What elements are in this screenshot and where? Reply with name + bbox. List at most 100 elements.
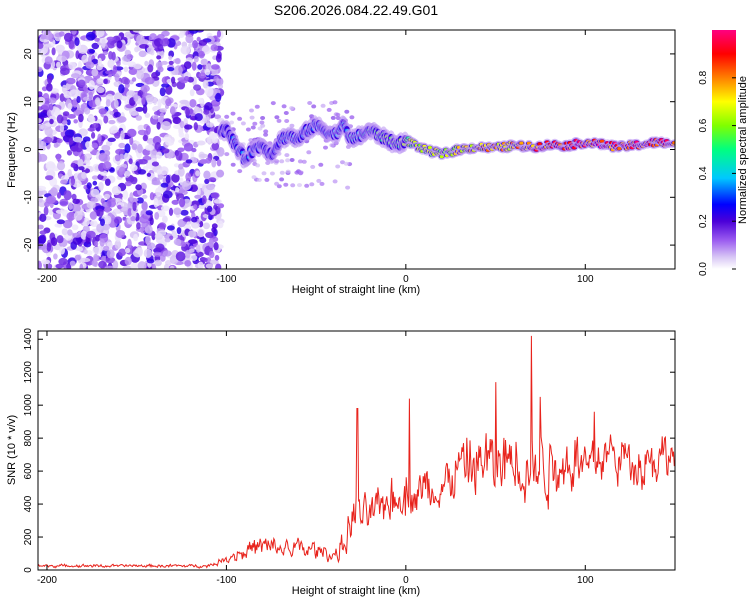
figure-title: S206.2026.084.22.49.G01 (274, 2, 438, 18)
spectrogram-scatter-blob (326, 107, 332, 112)
snr-panel: -200 -100 0 100 0 200 400 600 800 1000 1200 1400 H… (6, 328, 676, 597)
spectrogram-scatter-blob (229, 120, 235, 125)
spectrogram-noise-blob (161, 148, 170, 154)
spectrogram-noise-blob (89, 220, 95, 226)
spectrogram-noise-blob (61, 228, 68, 236)
spectrogram-noise-blob (135, 184, 142, 191)
spectrogram-noise-blob (73, 119, 78, 124)
spectrogram-noise-blob (122, 265, 133, 269)
spectrogram-noise-blob (203, 257, 208, 262)
spectrogram-noise-blob (38, 234, 46, 245)
spectrogram-noise-blob (72, 98, 78, 108)
spectrogram-noise-blob (133, 249, 143, 258)
spectrogram-noise-blob (114, 208, 120, 214)
spectrogram-noise-blob (105, 99, 111, 107)
spectrogram-noise-blob (66, 150, 73, 156)
spectrogram-noise-blob (143, 248, 153, 258)
spectrogram-noise-blob (86, 230, 96, 239)
spectrogram-scatter-blob (230, 162, 236, 167)
spectrogram-noise-blob (124, 256, 132, 266)
spectrogram-noise-blob (133, 63, 142, 70)
spectrogram-scatter-blob (269, 171, 275, 176)
spectrogram-noise-blob (74, 142, 83, 153)
spectrogram-noise-blob (174, 57, 181, 65)
spectrogram-noise-blob (115, 230, 126, 238)
spectrogram-noise-blob (56, 192, 62, 199)
spectrogram-scatter-blob (319, 181, 325, 186)
spectrogram-noise-blob (176, 227, 182, 235)
spectrogram-noise-blob (191, 61, 197, 71)
spectrogram-noise-blob (87, 127, 96, 132)
spectrogram-noise-blob (47, 263, 53, 269)
colorbar-gradient (712, 30, 736, 269)
spectrogram-noise-blob (154, 259, 162, 267)
spectrogram-scatter-blob (279, 159, 285, 164)
spectrogram-noise-blob (211, 136, 218, 144)
spectrogram-noise-blob (142, 104, 148, 114)
spectrogram-noise-blob (161, 83, 170, 88)
spectrogram-noise-blob (118, 248, 127, 257)
spectrogram-noise-blob (51, 47, 56, 56)
spectrogram-noise-blob (194, 194, 202, 199)
spectrogram-noise-blob (79, 263, 84, 269)
spectrogram-noise-blob (92, 180, 98, 186)
spectrogram-noise-blob (146, 159, 155, 170)
spectrogram-noise-blob (160, 182, 169, 188)
spectrogram-noise-blob (162, 250, 172, 257)
spectrogram-noise-blob (43, 206, 49, 216)
y-tick-label: 0 (23, 567, 34, 573)
spectrogram-noise-blob (135, 115, 142, 121)
spectrogram-noise-blob (195, 244, 201, 253)
spectrogram-noise-blob (38, 66, 43, 72)
spectrogram-noise-blob (196, 140, 206, 146)
spectrogram-noise-blob (96, 64, 103, 71)
spectrogram-noise-blob (139, 39, 149, 45)
spectrogram-noise-blob (140, 210, 147, 215)
spectrogram-noise-blob (156, 55, 162, 60)
spectrogram-noise-blob (141, 96, 146, 105)
spectrogram-scatter-blob (335, 164, 341, 169)
spectrogram-scatter-blob (249, 115, 255, 120)
spectrogram-noise-blob (199, 237, 207, 244)
spectrogram-noise-blob (185, 172, 192, 181)
spectrogram-noise-blob (46, 83, 53, 92)
spectrogram-noise-blob (185, 34, 194, 44)
spectrogram-noise-blob (62, 120, 68, 125)
spectrogram-noise-blob (81, 54, 88, 64)
spectrogram-noise-blob (141, 201, 148, 211)
spectrogram-noise-blob (127, 128, 137, 138)
y-tick-label: 20 (23, 48, 34, 60)
spectrogram-ridge-core (537, 142, 542, 146)
spectrogram-noise-blob (205, 263, 214, 269)
spectrogram-noise-blob (149, 217, 154, 226)
spectrogram-noise-blob (65, 77, 76, 85)
spectrogram-noise-blob (126, 54, 134, 60)
spectrogram-noise-blob (118, 142, 126, 149)
spectrogram-noise-blob (38, 139, 44, 149)
spectrogram-noise-blob (69, 260, 76, 267)
spectrogram-noise-blob (59, 124, 65, 133)
spectrogram-noise-blob (53, 142, 59, 148)
spectrogram-noise-blob (179, 197, 186, 208)
spectrogram-noise-blob (204, 102, 213, 111)
spectrogram-noise-blob (72, 203, 82, 213)
spectrogram-noise-blob (206, 205, 213, 213)
spectrogram-scatter-blob (283, 111, 289, 115)
spectrogram-noise-blob (145, 235, 151, 245)
spectrogram-noise-blob (117, 204, 122, 210)
spectrogram-noise-blob (201, 195, 207, 205)
spectrogram-noise-blob (104, 178, 111, 186)
spectrogram-noise-blob (146, 258, 155, 264)
spectrogram-noise-blob (167, 38, 176, 48)
spectrogram-noise-blob (180, 45, 191, 55)
spectrogram-noise-blob (86, 201, 96, 209)
spectrogram-scatter-blob (257, 126, 263, 131)
spectrogram-noise-blob (165, 98, 172, 107)
spectrogram-noise-blob (121, 95, 127, 101)
y-tick-label: -10 (23, 190, 34, 205)
spectrogram-ridge-core (519, 141, 524, 145)
spectrogram-scatter-blob (274, 115, 280, 120)
spectrogram-noise-blob (106, 265, 114, 269)
spectrogram-scatter-blob (309, 182, 315, 187)
spectrogram-noise-blob (154, 212, 160, 220)
